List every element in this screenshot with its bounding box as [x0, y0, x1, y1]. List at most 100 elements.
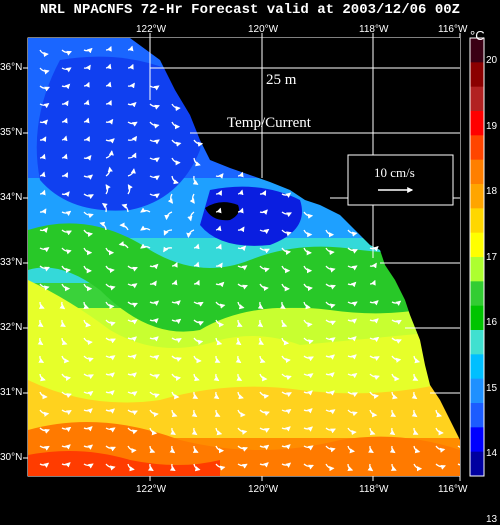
current-arrow	[39, 171, 46, 178]
ocean-temperature-map	[23, 33, 485, 481]
current-arrow	[347, 354, 357, 360]
current-arrow	[149, 280, 157, 287]
current-arrow	[83, 47, 93, 54]
lon-label-top-120: 120°W	[248, 24, 279, 35]
current-arrow	[61, 100, 69, 107]
current-arrow	[163, 246, 173, 253]
current-arrow	[61, 229, 72, 236]
current-arrow	[105, 45, 112, 52]
current-arrow	[281, 444, 291, 450]
depth-label: 25 m	[266, 72, 297, 88]
lat-label-32: 32°N	[0, 322, 23, 333]
current-arrow	[83, 81, 90, 88]
current-arrow	[39, 136, 47, 143]
current-arrow	[39, 49, 49, 58]
map-title: NRL NPACNFS 72-Hr Forecast valid at 2003…	[39, 2, 461, 18]
current-arrow	[61, 444, 71, 450]
lat-label-35: 35°N	[0, 127, 23, 138]
current-arrow	[369, 245, 379, 252]
current-arrow	[215, 173, 224, 179]
current-arrow	[325, 372, 335, 378]
current-arrow	[303, 247, 312, 256]
current-arrow	[105, 184, 111, 195]
current-arrow	[83, 283, 93, 292]
current-arrow	[259, 355, 266, 364]
current-arrow	[303, 283, 313, 292]
current-arrow	[39, 119, 49, 126]
current-arrow	[83, 408, 93, 414]
current-arrow	[193, 243, 200, 250]
current-arrow	[147, 463, 154, 472]
current-arrow	[413, 463, 423, 472]
current-arrow	[149, 263, 159, 270]
current-arrow	[127, 336, 137, 342]
current-arrow	[215, 281, 225, 288]
lat-label-33: 33°N	[0, 257, 23, 268]
colorbar-tick-label: 17	[486, 251, 498, 263]
lat-label-30: 30°N	[0, 452, 23, 463]
lon-label-bottom-116: 116°W	[438, 484, 468, 495]
current-arrow	[237, 171, 244, 178]
current-arrow	[163, 229, 173, 236]
current-arrow	[105, 390, 115, 396]
current-arrow	[105, 372, 115, 378]
current-arrow	[37, 319, 44, 328]
current-arrow	[127, 82, 135, 89]
current-arrow	[259, 209, 268, 215]
current-arrow	[119, 222, 129, 231]
current-arrow	[435, 445, 446, 453]
current-arrow	[83, 444, 94, 450]
current-arrow	[259, 427, 270, 433]
current-arrow	[149, 445, 156, 454]
current-arrow	[39, 265, 50, 272]
current-arrow	[39, 283, 50, 291]
current-arrow	[325, 463, 335, 472]
current-arrow	[127, 184, 133, 195]
temperature-field	[28, 38, 460, 476]
current-arrow	[171, 409, 178, 418]
current-arrow	[39, 247, 50, 253]
current-arrow	[61, 462, 71, 468]
island	[205, 202, 239, 221]
current-arrow	[303, 337, 314, 345]
current-arrow	[127, 427, 138, 435]
current-arrow	[83, 117, 90, 124]
current-arrow	[39, 445, 50, 451]
temp-patch-yellowgreen	[28, 280, 460, 403]
current-arrow	[281, 319, 288, 328]
current-arrow	[192, 391, 199, 399]
current-arrow	[281, 462, 292, 468]
colorbar-swatch	[470, 451, 484, 477]
current-arrow	[325, 445, 336, 453]
current-arrow	[237, 391, 244, 400]
current-arrow	[215, 301, 226, 309]
colorbar-swatch	[470, 86, 484, 112]
scale-box	[347, 154, 454, 206]
current-arrow	[325, 409, 336, 415]
current-arrow	[105, 445, 116, 452]
current-arrow	[127, 319, 138, 325]
current-arrow	[193, 279, 200, 286]
current-arrow	[412, 427, 419, 435]
current-arrow	[391, 391, 398, 400]
current-arrow	[347, 372, 358, 379]
current-arrow	[171, 391, 180, 400]
current-arrow	[193, 355, 202, 364]
current-arrow	[193, 139, 204, 147]
current-arrow	[83, 463, 94, 469]
current-arrow	[193, 261, 200, 268]
temp-patch-darkblue	[200, 186, 302, 246]
current-arrow	[281, 426, 291, 432]
current-arrow	[281, 373, 292, 381]
current-arrow	[105, 463, 116, 471]
current-arrow	[237, 226, 245, 233]
current-arrow	[171, 318, 182, 325]
current-arrow	[257, 319, 264, 328]
current-arrow	[61, 409, 72, 415]
current-arrow	[281, 283, 290, 292]
current-arrow	[59, 301, 66, 310]
current-arrow	[193, 157, 201, 167]
current-arrow	[171, 300, 181, 306]
current-arrow	[347, 391, 358, 398]
current-arrow	[105, 247, 115, 256]
